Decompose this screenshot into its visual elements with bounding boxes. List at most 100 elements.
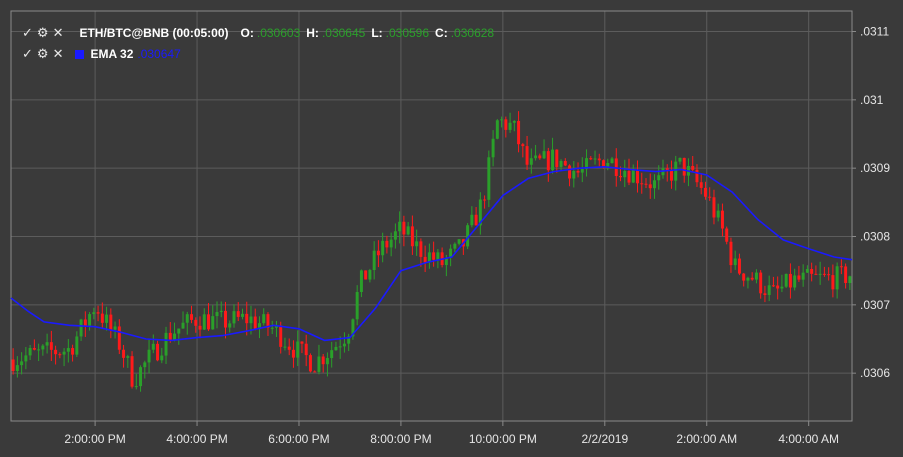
candle-body	[300, 341, 304, 344]
x-tick-label: 4:00:00 PM	[166, 432, 227, 446]
candle-body	[241, 313, 244, 317]
candle-body	[814, 273, 818, 275]
candle-body	[500, 119, 504, 121]
candle-body	[559, 160, 563, 167]
candle-body	[109, 314, 113, 330]
candle-body	[207, 314, 210, 330]
candle-body	[653, 180, 656, 189]
candle-body	[262, 314, 266, 324]
y-tick-label: .0309	[860, 161, 890, 175]
ema-line	[10, 165, 853, 342]
candle-body	[364, 270, 368, 280]
gear-icon[interactable]: ⚙	[36, 46, 49, 61]
candle-body	[572, 170, 576, 179]
check-icon[interactable]: ✓	[22, 25, 33, 40]
candle-body	[381, 240, 385, 256]
candle-body	[746, 277, 750, 281]
price-legend: ✓ ⚙ ✕ ETH/BTC@BNB (00:05:00) O: .030603 …	[22, 25, 494, 41]
candle-body	[436, 252, 440, 260]
candle-body	[117, 326, 121, 350]
candle-body	[754, 272, 758, 280]
gear-icon[interactable]: ⚙	[36, 25, 49, 40]
candle-body	[105, 314, 109, 323]
candle-body	[257, 323, 261, 329]
candle-body	[143, 362, 147, 368]
candle-body	[678, 157, 682, 162]
candle-body	[831, 275, 835, 290]
candle-body	[215, 312, 219, 317]
candle-body	[232, 311, 236, 324]
candle-body	[58, 354, 62, 356]
candle-body	[529, 158, 533, 165]
candle-body	[776, 285, 780, 289]
candle-body	[771, 285, 775, 287]
candle-body	[372, 250, 376, 271]
candle-body	[156, 343, 160, 361]
candle-body	[491, 138, 495, 158]
candle-body	[398, 221, 402, 232]
close-icon[interactable]: ✕	[52, 25, 64, 40]
candle-body	[321, 356, 325, 365]
candle-body	[317, 356, 321, 372]
candle-body	[236, 311, 240, 317]
candle-body	[419, 241, 423, 257]
candle-body	[79, 319, 83, 337]
x-tick-label: 4:00:00 AM	[778, 432, 839, 446]
candle-body	[720, 210, 724, 229]
candle-body	[160, 355, 164, 361]
candle-body	[168, 332, 172, 340]
candle-body	[665, 168, 669, 171]
y-tick-label: .031	[860, 93, 884, 107]
candle-body	[627, 170, 631, 183]
candle-body	[45, 342, 49, 346]
candle-body	[716, 210, 720, 218]
close-label: C:	[435, 26, 448, 40]
candle-body	[351, 319, 355, 337]
candle-body	[20, 361, 24, 366]
candle-body	[423, 256, 427, 263]
candle-body	[525, 146, 529, 165]
candle-body	[780, 286, 784, 289]
candle-body	[844, 266, 848, 284]
close-value: .030628	[450, 26, 495, 40]
candle-body	[691, 166, 695, 170]
candle-body	[224, 310, 227, 328]
candle-body	[296, 341, 300, 358]
ema-value: .030647	[137, 47, 181, 61]
candle-body	[759, 272, 763, 294]
candle-body	[342, 343, 346, 347]
candle-body	[334, 346, 338, 351]
close-icon[interactable]: ✕	[52, 46, 64, 61]
candle-body	[37, 349, 41, 351]
candle-body	[173, 333, 177, 340]
candle-body	[827, 274, 831, 276]
check-icon[interactable]: ✓	[22, 46, 33, 61]
candle-body	[96, 312, 100, 314]
candle-body	[576, 170, 580, 173]
series-symbol: ETH/BTC@BNB (00:05:00)	[79, 26, 229, 40]
candle-body	[355, 291, 359, 320]
candle-body	[784, 273, 788, 287]
candle-body	[725, 228, 729, 242]
candle-body	[147, 349, 151, 363]
x-tick-label: 2:00:00 AM	[676, 432, 737, 446]
candle-body	[623, 170, 627, 178]
candle-body	[75, 336, 79, 355]
candle-body	[198, 325, 202, 330]
candle-body	[793, 275, 797, 288]
candle-body	[83, 319, 87, 326]
low-label: L:	[371, 26, 383, 40]
candle-body	[848, 276, 852, 284]
candle-body	[839, 266, 843, 268]
candle-body	[134, 386, 138, 388]
candle-body	[24, 355, 28, 362]
candle-body	[92, 312, 96, 315]
x-tick-label: 6:00:00 PM	[268, 432, 329, 446]
candle-body	[517, 120, 521, 145]
candle-body	[427, 252, 431, 263]
candle-body	[585, 158, 589, 170]
y-tick-label: .0307	[860, 298, 890, 312]
candle-body	[648, 184, 652, 189]
high-label: H:	[306, 26, 319, 40]
